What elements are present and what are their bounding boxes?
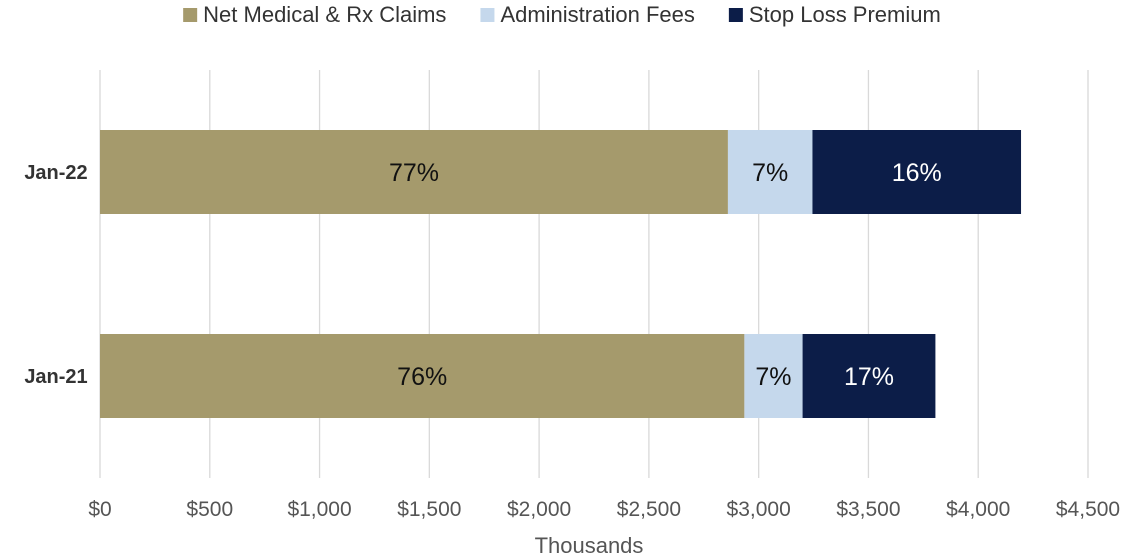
- legend-swatch: [728, 8, 743, 22]
- y-category-label: Jan-22: [24, 162, 87, 184]
- bar-data-label: 17%: [844, 363, 894, 391]
- legend-item: Administration Fees: [480, 2, 695, 27]
- bar-segment: [100, 130, 728, 214]
- legend-label: Administration Fees: [500, 2, 694, 27]
- x-tick-label: $1,000: [287, 498, 351, 521]
- x-tick-label: $2,000: [507, 498, 571, 521]
- bar-segment: [802, 334, 936, 418]
- legend-swatch: [480, 8, 495, 22]
- bar-data-label: 7%: [752, 159, 788, 187]
- x-axis-title: Thousands: [535, 533, 644, 558]
- bar-segment: [812, 130, 1022, 214]
- bar-data-label: 7%: [755, 363, 791, 391]
- bar-data-label: 16%: [892, 159, 942, 187]
- x-tick-label: $1,500: [397, 498, 461, 521]
- legend-label: Stop Loss Premium: [749, 2, 941, 27]
- x-tick-label: $2,500: [617, 498, 681, 521]
- x-axis-ticks: $0 $500 $1,000 $1,500 $2,000 $2,500 $3,000 $3,5…: [88, 498, 1120, 521]
- x-tick-label: $4,500: [1056, 498, 1120, 521]
- legend-item: Net Medical & Rx Claims: [183, 2, 446, 27]
- x-tick-label: $3,500: [836, 498, 900, 521]
- legend: Net Medical & Rx Claims Administration Fe…: [183, 2, 941, 27]
- x-tick-label: $3,000: [727, 498, 791, 521]
- y-category-label: Jan-21: [24, 366, 87, 388]
- bar-data-label: 77%: [389, 159, 439, 187]
- bar-segment: [100, 334, 745, 418]
- x-tick-label: $0: [88, 498, 111, 521]
- bar-segment: [744, 334, 803, 418]
- x-tick-label: $500: [186, 498, 233, 521]
- bars: [100, 130, 1022, 418]
- x-tick-label: $4,000: [946, 498, 1010, 521]
- legend-swatch: [183, 8, 198, 22]
- bar-segment: [727, 130, 813, 214]
- bar-data-label: 76%: [397, 363, 447, 391]
- legend-item: Stop Loss Premium: [728, 2, 941, 27]
- bar-labels: 77% 7% 16% 76% 7% 17%: [389, 159, 942, 391]
- legend-label: Net Medical & Rx Claims: [203, 2, 446, 27]
- y-axis-categories: Jan-22 Jan-21: [24, 162, 87, 388]
